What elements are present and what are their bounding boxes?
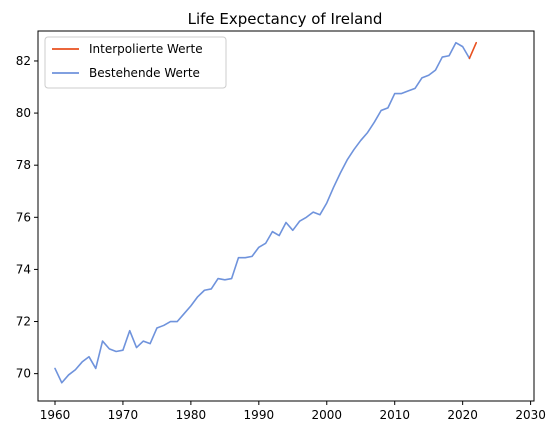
x-tick-label: 2020 xyxy=(447,408,478,422)
series-line-1 xyxy=(54,41,471,384)
legend: Interpolierte Werte Bestehende Werte xyxy=(44,36,227,89)
plot-lines xyxy=(54,41,478,384)
y-tick-label: 80 xyxy=(16,106,31,120)
legend-box xyxy=(44,36,227,89)
y-tick-label: 76 xyxy=(16,210,31,224)
x-tick-label: 2010 xyxy=(379,408,410,422)
x-tick-label: 1990 xyxy=(244,408,275,422)
y-tick-label: 78 xyxy=(16,158,31,172)
y-tick-label: 82 xyxy=(16,54,31,68)
x-tick-label: 1970 xyxy=(108,408,139,422)
chart-title: Life Expectancy of Ireland xyxy=(188,10,383,28)
y-axis: 70 72 74 76 78 80 82 xyxy=(16,54,38,381)
x-tick-label: 1980 xyxy=(176,408,207,422)
y-tick-label: 74 xyxy=(16,262,31,276)
y-tick-label: 70 xyxy=(16,367,31,381)
legend-label: Interpolierte Werte xyxy=(89,42,203,56)
plot-frame xyxy=(37,30,535,402)
x-tick-label: 2000 xyxy=(311,408,342,422)
x-tick-label: 1960 xyxy=(40,408,71,422)
legend-label: Bestehende Werte xyxy=(89,66,200,80)
x-tick-label: 2030 xyxy=(515,408,546,422)
y-tick-label: 72 xyxy=(16,315,31,329)
series-line-0 xyxy=(468,41,478,60)
x-axis: 1960 1970 1980 1990 2000 2010 2020 2030 xyxy=(40,401,546,422)
